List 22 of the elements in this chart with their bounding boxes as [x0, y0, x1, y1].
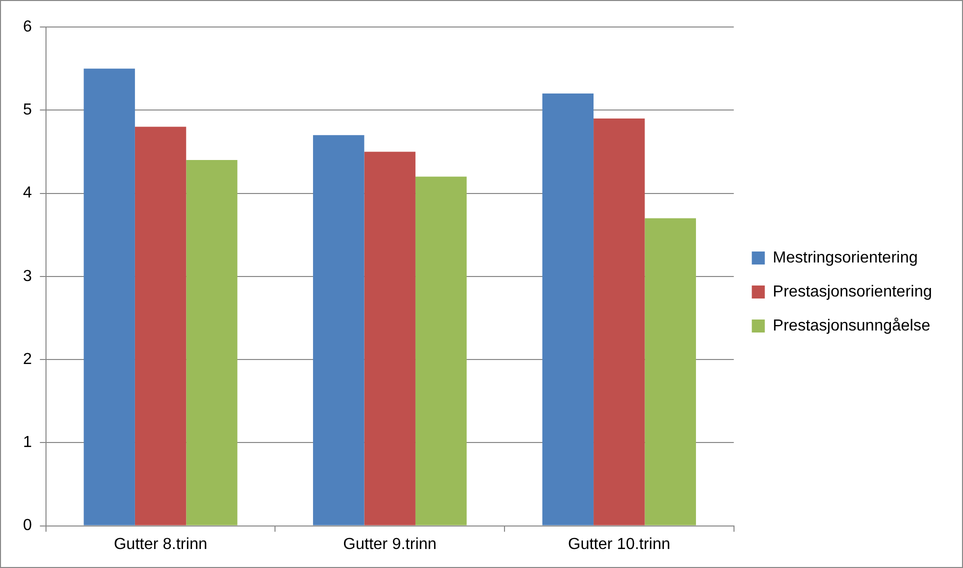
x-tick-label: Gutter 10.trinn [568, 536, 670, 553]
legend-label: Prestasjonsorientering [772, 283, 932, 300]
bar [644, 218, 696, 526]
bar [364, 152, 416, 526]
bar [313, 135, 364, 526]
y-tick-label: 6 [22, 18, 32, 36]
y-tick-label: 5 [22, 102, 32, 119]
bar [186, 160, 238, 526]
x-tick-label: Gutter 8.trinn [114, 536, 208, 553]
y-tick-label: 3 [22, 268, 32, 285]
y-tick-label: 4 [22, 184, 32, 202]
bar [594, 118, 645, 526]
legend-label: Prestasjonsunngåelse [772, 317, 930, 334]
y-tick-label: 0 [22, 517, 32, 534]
bar [415, 176, 467, 526]
bar [134, 126, 186, 526]
legend-label: Mestringsorientering [772, 249, 918, 266]
x-tick-label: Gutter 9.trinn [343, 536, 437, 553]
y-tick-label: 2 [22, 350, 32, 368]
bar [542, 94, 594, 526]
bar [84, 68, 135, 526]
y-tick-label: 1 [22, 434, 32, 452]
